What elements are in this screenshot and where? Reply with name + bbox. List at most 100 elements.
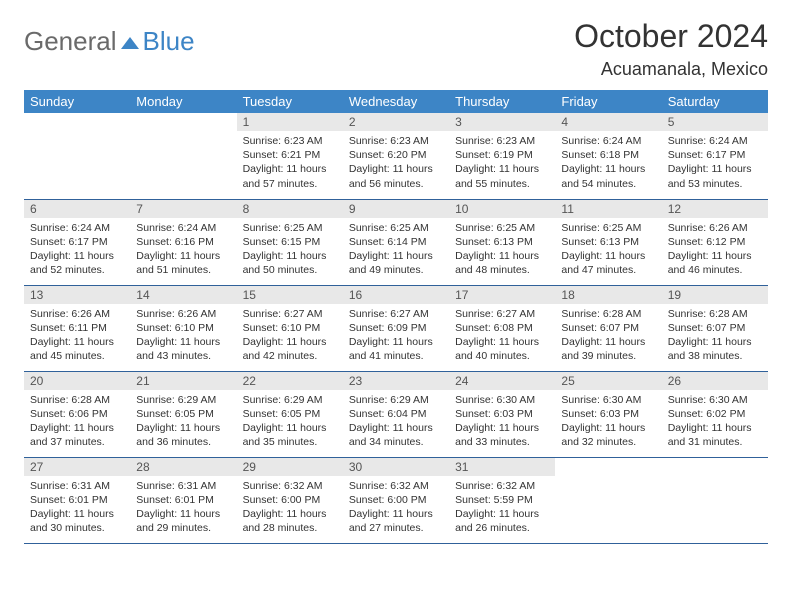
sunrise-text: Sunrise: 6:30 AM: [668, 393, 762, 407]
day-number: 2: [343, 113, 449, 131]
calendar-cell: 11Sunrise: 6:25 AMSunset: 6:13 PMDayligh…: [555, 199, 661, 285]
day-content: Sunrise: 6:28 AMSunset: 6:07 PMDaylight:…: [555, 304, 661, 370]
sunrise-text: Sunrise: 6:25 AM: [561, 221, 655, 235]
calendar-cell: 10Sunrise: 6:25 AMSunset: 6:13 PMDayligh…: [449, 199, 555, 285]
daylight-text: Daylight: 11 hours and 35 minutes.: [243, 421, 337, 449]
sunrise-text: Sunrise: 6:28 AM: [668, 307, 762, 321]
sunset-text: Sunset: 6:00 PM: [349, 493, 443, 507]
sunrise-text: Sunrise: 6:23 AM: [455, 134, 549, 148]
day-content: Sunrise: 6:27 AMSunset: 6:08 PMDaylight:…: [449, 304, 555, 370]
day-content: Sunrise: 6:28 AMSunset: 6:07 PMDaylight:…: [662, 304, 768, 370]
day-number: 12: [662, 200, 768, 218]
sunset-text: Sunset: 5:59 PM: [455, 493, 549, 507]
day-content: Sunrise: 6:25 AMSunset: 6:14 PMDaylight:…: [343, 218, 449, 284]
calendar-cell: [24, 113, 130, 199]
sunrise-text: Sunrise: 6:32 AM: [243, 479, 337, 493]
daylight-text: Daylight: 11 hours and 53 minutes.: [668, 162, 762, 190]
day-content: Sunrise: 6:26 AMSunset: 6:10 PMDaylight:…: [130, 304, 236, 370]
calendar-cell: 16Sunrise: 6:27 AMSunset: 6:09 PMDayligh…: [343, 285, 449, 371]
sunrise-text: Sunrise: 6:32 AM: [455, 479, 549, 493]
weekday-header: Sunday: [24, 90, 130, 113]
daylight-text: Daylight: 11 hours and 47 minutes.: [561, 249, 655, 277]
day-number: 11: [555, 200, 661, 218]
day-number: 13: [24, 286, 130, 304]
day-content: Sunrise: 6:30 AMSunset: 6:02 PMDaylight:…: [662, 390, 768, 456]
calendar-cell: 28Sunrise: 6:31 AMSunset: 6:01 PMDayligh…: [130, 457, 236, 543]
sunset-text: Sunset: 6:14 PM: [349, 235, 443, 249]
day-number: 27: [24, 458, 130, 476]
calendar-cell: 26Sunrise: 6:30 AMSunset: 6:02 PMDayligh…: [662, 371, 768, 457]
daylight-text: Daylight: 11 hours and 26 minutes.: [455, 507, 549, 535]
weekday-header: Tuesday: [237, 90, 343, 113]
daylight-text: Daylight: 11 hours and 54 minutes.: [561, 162, 655, 190]
calendar-row: 27Sunrise: 6:31 AMSunset: 6:01 PMDayligh…: [24, 457, 768, 543]
day-content: Sunrise: 6:24 AMSunset: 6:18 PMDaylight:…: [555, 131, 661, 197]
calendar-cell: 17Sunrise: 6:27 AMSunset: 6:08 PMDayligh…: [449, 285, 555, 371]
sunrise-text: Sunrise: 6:26 AM: [668, 221, 762, 235]
sunrise-text: Sunrise: 6:27 AM: [243, 307, 337, 321]
daylight-text: Daylight: 11 hours and 49 minutes.: [349, 249, 443, 277]
sunrise-text: Sunrise: 6:25 AM: [243, 221, 337, 235]
sunset-text: Sunset: 6:11 PM: [30, 321, 124, 335]
daylight-text: Daylight: 11 hours and 52 minutes.: [30, 249, 124, 277]
day-number: 22: [237, 372, 343, 390]
sunrise-text: Sunrise: 6:24 AM: [668, 134, 762, 148]
sunset-text: Sunset: 6:16 PM: [136, 235, 230, 249]
daylight-text: Daylight: 11 hours and 32 minutes.: [561, 421, 655, 449]
calendar-cell: 30Sunrise: 6:32 AMSunset: 6:00 PMDayligh…: [343, 457, 449, 543]
sunset-text: Sunset: 6:19 PM: [455, 148, 549, 162]
day-content: Sunrise: 6:23 AMSunset: 6:21 PMDaylight:…: [237, 131, 343, 197]
sunset-text: Sunset: 6:02 PM: [668, 407, 762, 421]
sunrise-text: Sunrise: 6:31 AM: [30, 479, 124, 493]
calendar-cell: [130, 113, 236, 199]
day-number: 8: [237, 200, 343, 218]
sunrise-text: Sunrise: 6:32 AM: [349, 479, 443, 493]
day-number: 20: [24, 372, 130, 390]
header: General Blue October 2024 Acuamanala, Me…: [24, 18, 768, 80]
calendar-cell: 13 Sunrise: 6:26 AMSunset: 6:11 PMDayligh…: [24, 285, 130, 371]
daylight-text: Daylight: 11 hours and 27 minutes.: [349, 507, 443, 535]
sunrise-text: Sunrise: 6:24 AM: [561, 134, 655, 148]
sunset-text: Sunset: 6:00 PM: [243, 493, 337, 507]
calendar-cell: 8Sunrise: 6:25 AMSunset: 6:15 PMDaylight…: [237, 199, 343, 285]
sunset-text: Sunset: 6:08 PM: [455, 321, 549, 335]
calendar-cell: 24Sunrise: 6:30 AMSunset: 6:03 PMDayligh…: [449, 371, 555, 457]
calendar-cell: 20Sunrise: 6:28 AMSunset: 6:06 PMDayligh…: [24, 371, 130, 457]
calendar-row: 13 Sunrise: 6:26 AMSunset: 6:11 PMDayligh…: [24, 285, 768, 371]
day-number: 16: [343, 286, 449, 304]
calendar-body: 1Sunrise: 6:23 AMSunset: 6:21 PMDaylight…: [24, 113, 768, 543]
calendar-cell: 3Sunrise: 6:23 AMSunset: 6:19 PMDaylight…: [449, 113, 555, 199]
day-number: 14: [130, 286, 236, 304]
day-content: Sunrise: 6:31 AMSunset: 6:01 PMDaylight:…: [130, 476, 236, 542]
calendar-cell: 5Sunrise: 6:24 AMSunset: 6:17 PMDaylight…: [662, 113, 768, 199]
calendar-cell: 27Sunrise: 6:31 AMSunset: 6:01 PMDayligh…: [24, 457, 130, 543]
sunset-text: Sunset: 6:01 PM: [136, 493, 230, 507]
weekday-header: Wednesday: [343, 90, 449, 113]
daylight-text: Daylight: 11 hours and 28 minutes.: [243, 507, 337, 535]
daylight-text: Daylight: 11 hours and 45 minutes.: [30, 335, 124, 363]
sunset-text: Sunset: 6:04 PM: [349, 407, 443, 421]
daylight-text: Daylight: 11 hours and 55 minutes.: [455, 162, 549, 190]
sunrise-text: Sunrise: 6:29 AM: [349, 393, 443, 407]
calendar-cell: [555, 457, 661, 543]
sunrise-text: Sunrise: 6:27 AM: [455, 307, 549, 321]
day-number: 25: [555, 372, 661, 390]
daylight-text: Daylight: 11 hours and 57 minutes.: [243, 162, 337, 190]
sunrise-text: Sunrise: 6:27 AM: [349, 307, 443, 321]
daylight-text: Daylight: 11 hours and 56 minutes.: [349, 162, 443, 190]
day-number: 29: [237, 458, 343, 476]
daylight-text: Daylight: 11 hours and 31 minutes.: [668, 421, 762, 449]
sunset-text: Sunset: 6:10 PM: [243, 321, 337, 335]
sunset-text: Sunset: 6:10 PM: [136, 321, 230, 335]
day-content: Sunrise: 6:29 AMSunset: 6:05 PMDaylight:…: [130, 390, 236, 456]
sunset-text: Sunset: 6:09 PM: [349, 321, 443, 335]
sunset-text: Sunset: 6:03 PM: [455, 407, 549, 421]
sunrise-text: Sunrise: 6:28 AM: [30, 393, 124, 407]
sunrise-text: Sunrise: 6:26 AM: [30, 307, 124, 321]
calendar-row: 6Sunrise: 6:24 AMSunset: 6:17 PMDaylight…: [24, 199, 768, 285]
calendar-cell: 21Sunrise: 6:29 AMSunset: 6:05 PMDayligh…: [130, 371, 236, 457]
sunset-text: Sunset: 6:17 PM: [30, 235, 124, 249]
calendar-cell: 7Sunrise: 6:24 AMSunset: 6:16 PMDaylight…: [130, 199, 236, 285]
calendar-cell: 19Sunrise: 6:28 AMSunset: 6:07 PMDayligh…: [662, 285, 768, 371]
day-number: 26: [662, 372, 768, 390]
